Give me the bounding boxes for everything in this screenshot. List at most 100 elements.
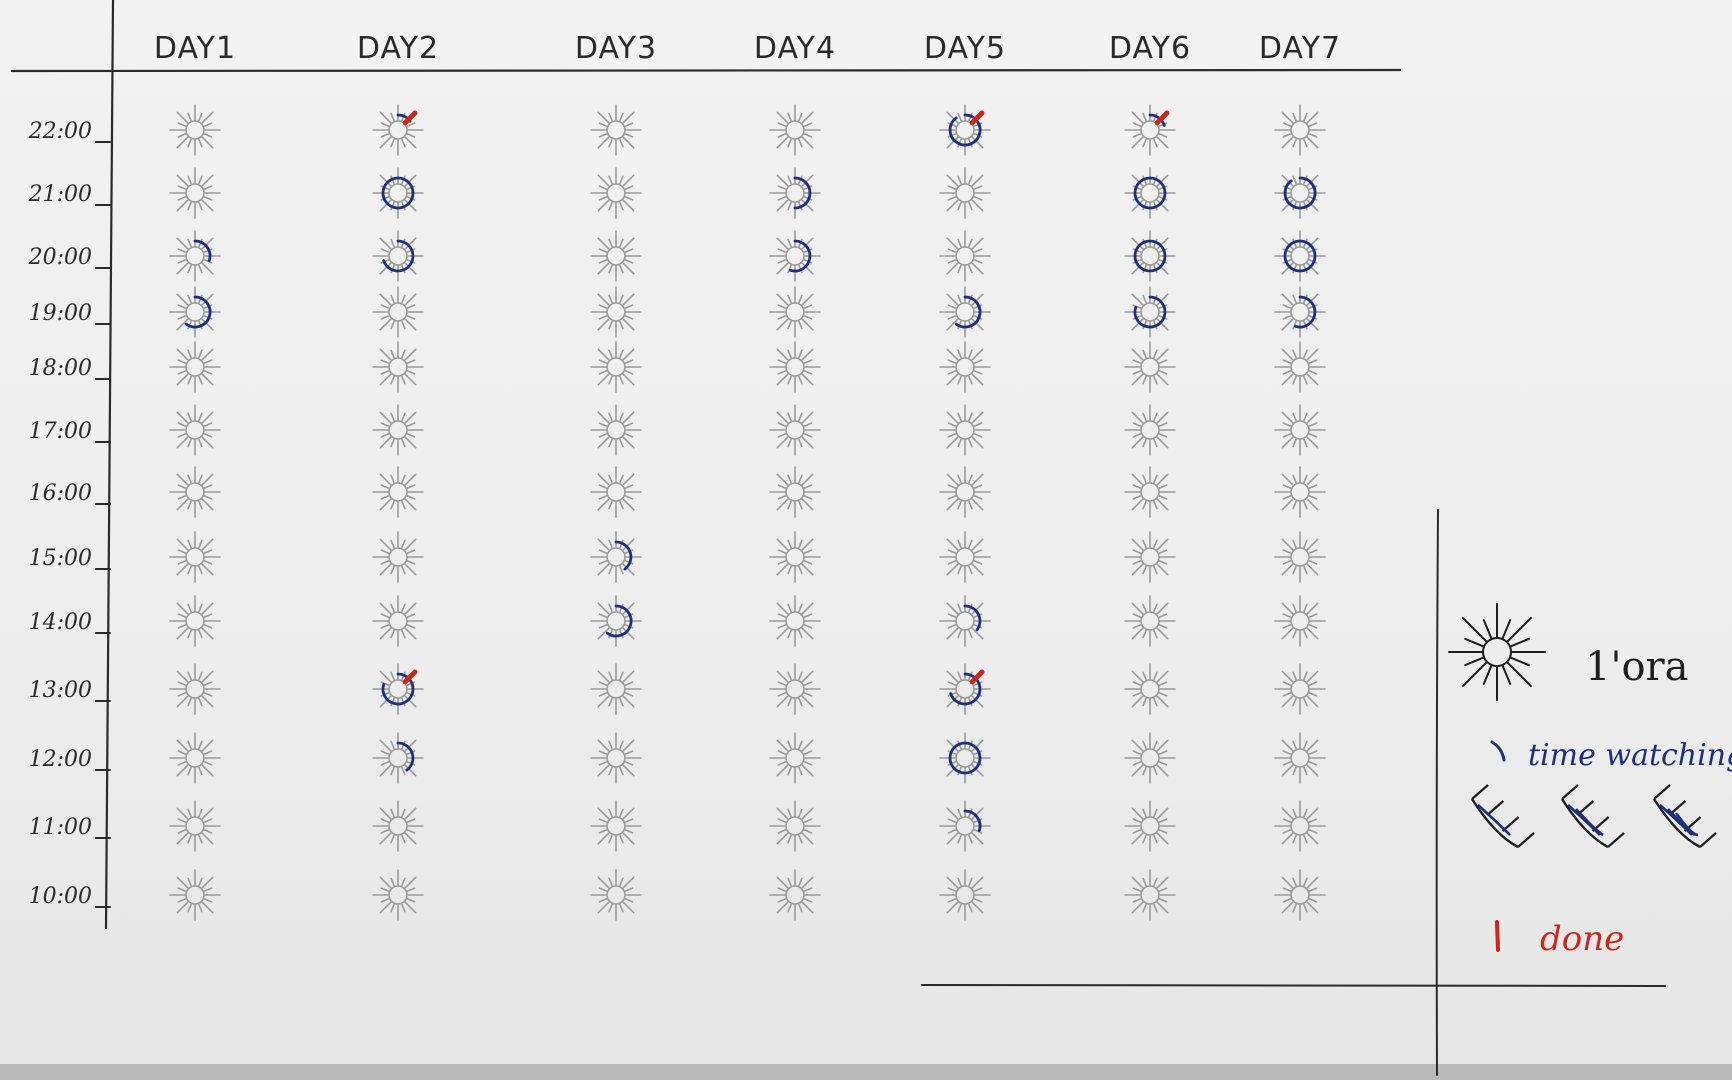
- hour-cell: [769, 286, 821, 338]
- watching-arc: [193, 239, 212, 262]
- sun-icon: [1274, 404, 1326, 456]
- hour-cell: [1274, 404, 1326, 456]
- time-label: 12:00: [29, 747, 92, 772]
- sun-icon: [590, 404, 642, 456]
- time-label: 13:00: [29, 678, 92, 703]
- sun-icon: [769, 732, 821, 784]
- sun-icon: [372, 595, 424, 647]
- sun-icon: [1274, 869, 1326, 921]
- sun-icon: [590, 869, 642, 921]
- hour-cell: [372, 230, 424, 282]
- hour-cell: [590, 404, 642, 456]
- day-header: DAY1 DAY2 DAY3 DAY4 DAY5 DAY6 DAY7: [154, 31, 1340, 66]
- sun-icon: [169, 869, 221, 921]
- watching-arc: [793, 176, 812, 210]
- hour-cell: [372, 404, 424, 456]
- hour-cell: [1124, 230, 1176, 282]
- sun-icon: [590, 230, 642, 282]
- time-label: 19:00: [29, 301, 92, 326]
- hour-cell: [590, 104, 642, 156]
- done-mark: [969, 110, 985, 126]
- sun-icon: [169, 663, 221, 715]
- hour-cell: [590, 230, 642, 282]
- sun-icon: [769, 595, 821, 647]
- hour-cell: [169, 230, 221, 282]
- legend-arc-examples: [1470, 784, 1717, 849]
- day-label: DAY1: [154, 31, 236, 66]
- watching-arc: [605, 604, 633, 638]
- sun-icon: [939, 404, 991, 456]
- sun-icon: [590, 286, 642, 338]
- hour-cell: [169, 732, 221, 784]
- hour-cell: [1274, 732, 1326, 784]
- hour-cell: [372, 869, 424, 921]
- sun-icon: [1274, 663, 1326, 715]
- legend-divider-vertical: [1435, 509, 1439, 1076]
- time-axis-line: [104, 0, 115, 930]
- hour-cell: [372, 800, 424, 852]
- sun-icon: [372, 869, 424, 921]
- hour-cell: [769, 732, 821, 784]
- time-label: 21:00: [28, 182, 92, 207]
- sun-icon: [939, 869, 991, 921]
- sun-icon: [939, 167, 991, 219]
- sun-icon: [769, 800, 821, 852]
- sun-icon: [1124, 286, 1176, 338]
- day-label: DAY6: [1109, 31, 1191, 66]
- done-mark: [402, 669, 418, 685]
- hour-cell: [372, 663, 424, 715]
- hour-cell: [169, 104, 221, 156]
- hour-cell: [939, 531, 991, 583]
- hour-cell: [939, 800, 991, 852]
- watching-arc: [789, 239, 812, 273]
- sun-icon: [590, 663, 642, 715]
- hour-cell: [1124, 800, 1176, 852]
- legend-done-label: done: [1540, 919, 1624, 959]
- hour-cell: [1124, 869, 1176, 921]
- time-label: 17:00: [29, 419, 92, 444]
- sun-icon: [1124, 663, 1176, 715]
- sun-icon: [939, 800, 991, 852]
- legend-hour-label: 1'ora: [1585, 644, 1689, 690]
- done-mark: [1154, 110, 1170, 126]
- sun-icon: [590, 341, 642, 393]
- sun-icon: [372, 230, 424, 282]
- hour-cell: [372, 531, 424, 583]
- time-label: 14:00: [29, 610, 92, 635]
- sun-icon: [169, 732, 221, 784]
- hour-cell: [769, 595, 821, 647]
- hour-cell: [590, 732, 642, 784]
- legend-arc-example: [1470, 784, 1535, 849]
- hour-cell: [590, 663, 642, 715]
- hour-cell: [769, 800, 821, 852]
- sun-icon: [169, 531, 221, 583]
- hour-cell: [169, 167, 221, 219]
- hour-cell: [769, 167, 821, 219]
- sun-icon: [939, 341, 991, 393]
- watching-arc: [614, 540, 633, 571]
- sun-icon: [590, 732, 642, 784]
- hour-cell: [1274, 531, 1326, 583]
- sun-icon: [372, 167, 424, 219]
- hour-cell: [1274, 286, 1326, 338]
- hour-cell: [590, 869, 642, 921]
- watching-arc: [396, 741, 415, 772]
- watching-arc: [1133, 176, 1167, 210]
- sun-icon: [590, 595, 642, 647]
- hour-cell: [1124, 286, 1176, 338]
- hour-cell: [1274, 595, 1326, 647]
- time-label: 22:00: [28, 119, 92, 144]
- hour-cell: [1274, 341, 1326, 393]
- grid-lines: [10, 0, 1666, 1076]
- hour-cell: [939, 167, 991, 219]
- sun-icon: [769, 104, 821, 156]
- sun-icon: [769, 404, 821, 456]
- hour-cell: [590, 167, 642, 219]
- legend-watching-label: time watching: [1528, 738, 1732, 773]
- hour-cell: [169, 341, 221, 393]
- watching-arc: [963, 809, 982, 832]
- watching-arc: [1283, 176, 1317, 210]
- sun-icon: [169, 466, 221, 518]
- sun-icon: [1124, 341, 1176, 393]
- hour-cell: [1124, 595, 1176, 647]
